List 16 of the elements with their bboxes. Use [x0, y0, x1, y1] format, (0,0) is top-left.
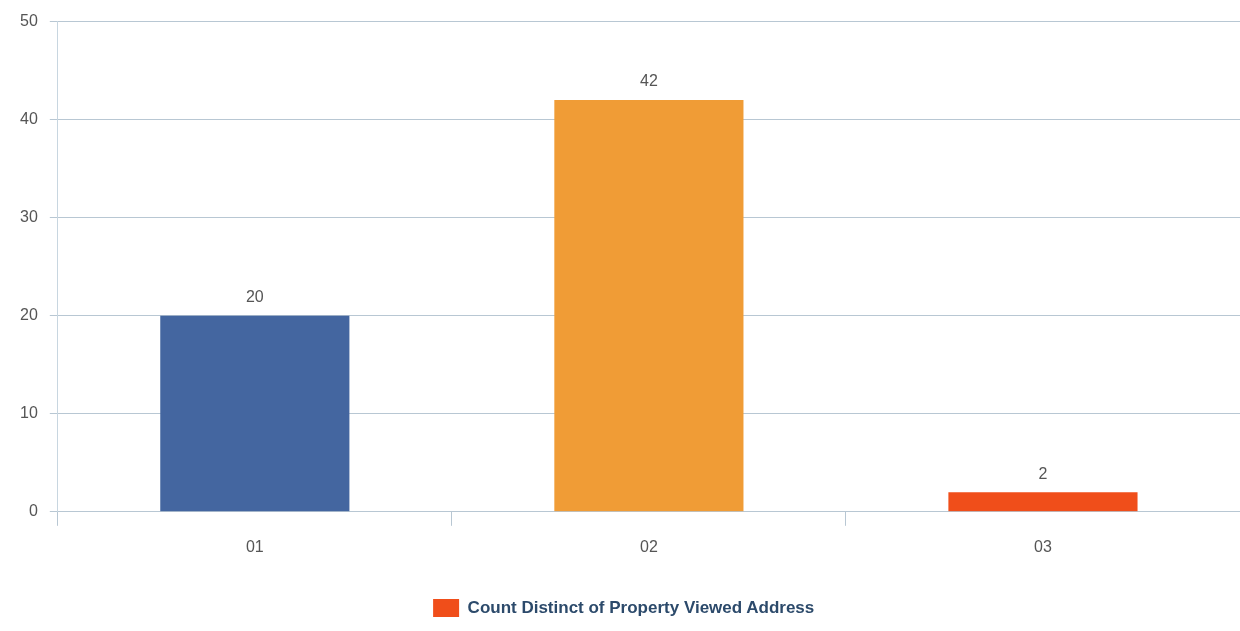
- x-tick-label: 03: [1034, 537, 1052, 555]
- legend-label: Count Distinct of Property Viewed Address: [467, 597, 815, 617]
- y-tick-label: 20: [20, 306, 38, 324]
- y-tick-label: 50: [20, 12, 38, 30]
- x-tick-label: 02: [640, 537, 658, 555]
- bar: [554, 100, 744, 512]
- data-label: 20: [245, 288, 264, 306]
- y-tick-label: 0: [28, 502, 38, 520]
- data-label: 2: [1038, 464, 1048, 482]
- y-tick-label: 10: [20, 404, 38, 422]
- y-tick-label: 30: [20, 208, 38, 226]
- data-label: 42: [640, 72, 658, 90]
- y-tick-label: 40: [20, 110, 38, 128]
- bar: [160, 315, 350, 512]
- x-tick-label: 01: [245, 537, 264, 555]
- bar: [948, 492, 1138, 512]
